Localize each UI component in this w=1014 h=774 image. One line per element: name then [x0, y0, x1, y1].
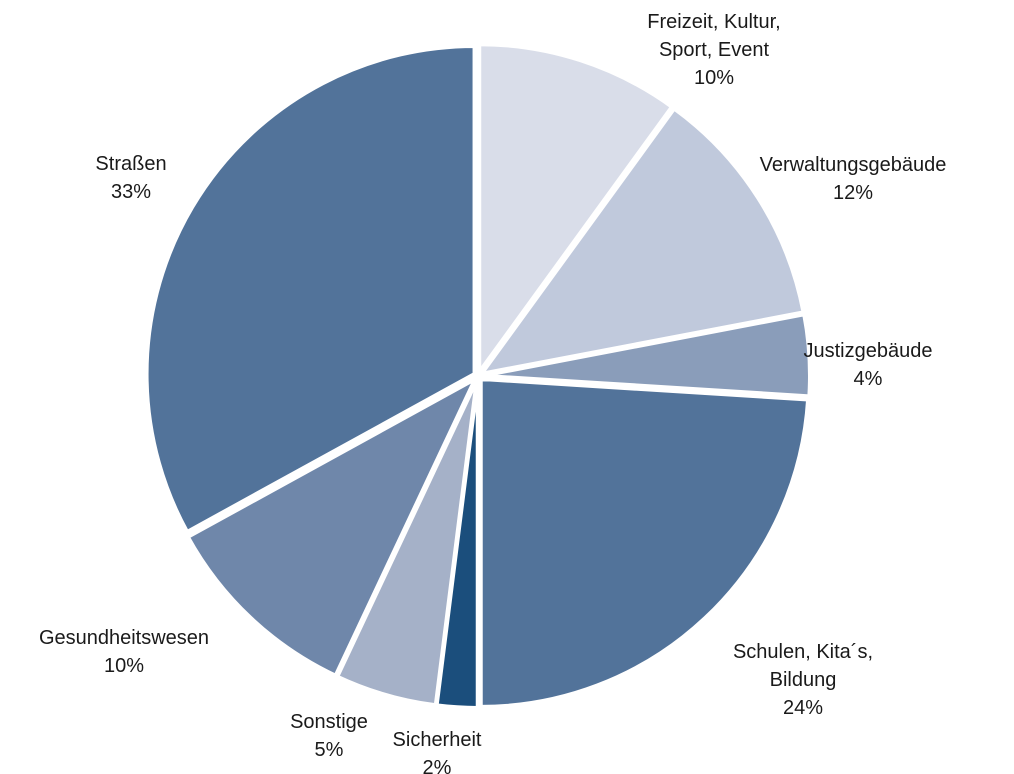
- value-label: 10%: [103, 655, 145, 677]
- slice-label: Straßen 33%: [61, 150, 201, 206]
- slice-label: Justizgebäude 4%: [768, 337, 968, 393]
- slice-label: Schulen, Kita´s, Bildung 24%: [708, 638, 898, 722]
- pie-slice: [476, 105, 806, 377]
- category-label: Sicherheit: [392, 729, 482, 751]
- slice-label: Gesundheitswesen 10%: [4, 624, 244, 680]
- category-label: Schulen, Kita´s, Bildung: [732, 641, 874, 691]
- category-label: Verwaltungsgebäude: [759, 154, 947, 176]
- slice-label: Sicherheit 2%: [367, 726, 507, 774]
- value-label: 10%: [693, 67, 735, 89]
- pie-slice: [477, 42, 675, 379]
- pie-slice: [144, 43, 477, 535]
- category-label: Freizeit, Kultur, Sport, Event: [647, 11, 781, 61]
- pie-slice: [481, 311, 812, 399]
- slice-label: Freizeit, Kultur, Sport, Event 10%: [634, 8, 794, 92]
- value-label: 33%: [110, 181, 152, 203]
- category-label: Sonstige: [290, 711, 368, 733]
- value-label: 5%: [314, 739, 344, 761]
- pie-slice: [185, 374, 480, 679]
- value-label: 2%: [422, 757, 452, 774]
- pie-slice: [478, 376, 811, 709]
- category-label: Gesundheitswesen: [38, 627, 210, 649]
- value-label: 12%: [832, 182, 874, 204]
- value-label: 4%: [853, 368, 883, 390]
- category-label: Straßen: [95, 153, 167, 175]
- slice-label: Sonstige 5%: [269, 708, 389, 764]
- value-label: 24%: [782, 697, 824, 719]
- slice-label: Verwaltungsgebäude 12%: [723, 151, 983, 207]
- category-label: Justizgebäude: [803, 340, 933, 362]
